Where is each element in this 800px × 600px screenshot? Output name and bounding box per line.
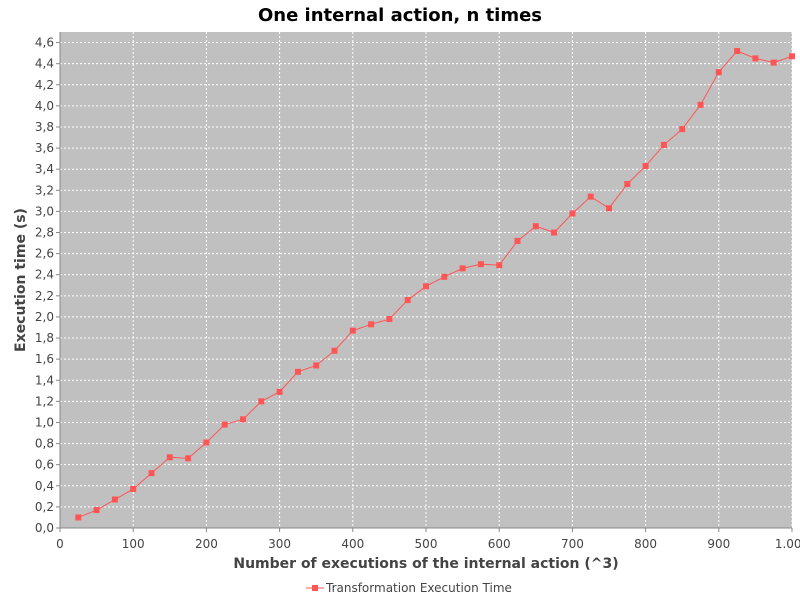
x-tick-label: 200 xyxy=(195,537,218,551)
data-point xyxy=(148,470,155,477)
data-point xyxy=(715,69,722,76)
data-point xyxy=(240,416,246,423)
y-tick-label: 4,0 xyxy=(35,99,54,113)
y-tick-label: 4,4 xyxy=(35,57,54,71)
data-point xyxy=(75,514,82,521)
legend-square-marker xyxy=(312,585,318,591)
x-tick-label: 0 xyxy=(56,537,64,551)
data-point xyxy=(551,229,558,236)
x-tick-label: 600 xyxy=(488,537,511,551)
y-tick-label: 1,4 xyxy=(35,373,54,387)
y-tick-label: 1,0 xyxy=(35,415,54,429)
x-axis-ticks: 0 100 200 300 400 500 600 700 800 900 1.000 xyxy=(56,528,800,551)
x-tick-label: 1.000 xyxy=(775,537,800,551)
series-layer xyxy=(75,47,795,521)
data-point xyxy=(93,507,100,514)
x-tick-label: 500 xyxy=(415,537,438,551)
y-tick-label: 2,8 xyxy=(35,226,54,240)
y-tick-label: 0,4 xyxy=(35,479,54,493)
y-tick-label: 0,8 xyxy=(35,437,54,451)
y-tick-label: 3,4 xyxy=(35,162,54,176)
y-tick-label: 2,4 xyxy=(35,268,54,282)
data-point xyxy=(313,362,320,369)
data-point xyxy=(587,193,594,200)
y-tick-label: 3,8 xyxy=(35,120,54,134)
y-tick-label: 3,2 xyxy=(35,183,54,197)
x-axis-label: Number of executions of the internal act… xyxy=(233,556,618,572)
data-point xyxy=(203,439,210,446)
x-tick-label: 100 xyxy=(122,537,145,551)
y-axis-label: Execution time (s) xyxy=(13,208,29,352)
data-point xyxy=(331,347,338,354)
data-point xyxy=(368,321,375,328)
y-tick-label: 2,6 xyxy=(35,247,54,261)
data-point xyxy=(294,368,301,375)
data-point xyxy=(569,210,576,217)
data-point xyxy=(789,53,795,60)
data-point xyxy=(624,180,631,187)
series-line xyxy=(78,50,793,518)
y-tick-label: 2,2 xyxy=(35,289,54,303)
data-point xyxy=(660,141,667,148)
legend: Transformation Execution Time xyxy=(306,581,512,595)
y-tick-label: 1,8 xyxy=(35,331,54,345)
x-tick-label: 400 xyxy=(341,537,364,551)
data-point xyxy=(258,398,265,405)
y-tick-label: 4,2 xyxy=(35,78,54,92)
data-point xyxy=(185,455,192,462)
data-point xyxy=(386,316,393,323)
data-point xyxy=(441,273,448,280)
y-tick-label: 3,0 xyxy=(35,204,54,218)
y-tick-label: 0,6 xyxy=(35,458,54,472)
y-tick-label: 2,0 xyxy=(35,310,54,324)
data-point xyxy=(459,265,466,272)
data-point xyxy=(276,388,283,395)
data-point xyxy=(734,47,741,54)
y-tick-label: 1,2 xyxy=(35,394,54,408)
x-tick-label: 300 xyxy=(268,537,291,551)
data-point xyxy=(349,327,356,334)
data-point xyxy=(606,205,612,212)
data-point xyxy=(221,421,228,428)
data-point xyxy=(532,223,539,230)
y-tick-label: 3,6 xyxy=(35,141,54,155)
y-tick-label: 1,6 xyxy=(35,352,54,366)
y-tick-label: 0,2 xyxy=(35,500,54,514)
data-point xyxy=(770,59,777,66)
x-tick-label: 900 xyxy=(707,537,730,551)
x-tick-label: 800 xyxy=(634,537,657,551)
data-point xyxy=(514,237,521,244)
data-point xyxy=(111,496,118,503)
data-point xyxy=(130,485,137,492)
data-point xyxy=(477,261,484,268)
data-point xyxy=(642,163,649,170)
data-point xyxy=(679,126,686,133)
data-point xyxy=(496,262,503,269)
y-tick-label: 0,0 xyxy=(35,521,54,535)
x-tick-label: 700 xyxy=(561,537,584,551)
data-point xyxy=(404,297,411,304)
y-tick-label: 4,6 xyxy=(35,36,54,50)
data-point xyxy=(697,101,704,108)
y-axis-ticks: 0,0 0,2 0,4 0,6 0,8 1,0 1,2 1,4 1,6 1,8 2,0 2,2 2,4 2… xyxy=(35,36,60,535)
data-point xyxy=(423,283,429,290)
legend-label: Transformation Execution Time xyxy=(325,581,512,595)
data-point xyxy=(752,55,759,62)
chart-title: One internal action, n times xyxy=(258,5,542,26)
data-point xyxy=(166,454,173,461)
